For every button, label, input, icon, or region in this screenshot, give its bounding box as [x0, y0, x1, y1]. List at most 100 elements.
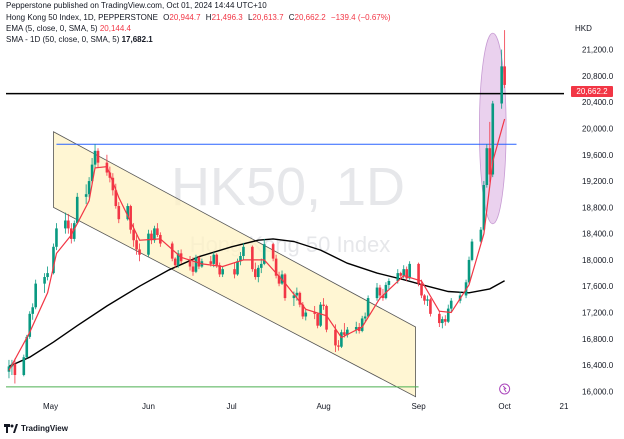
- candle-body: [322, 304, 325, 306]
- candle-body: [111, 177, 115, 191]
- candle-body: [43, 277, 46, 284]
- currency-label: HKD: [575, 24, 592, 33]
- y-tick-label: 20,000.0: [582, 124, 614, 133]
- candle-body: [301, 304, 305, 317]
- candle-body: [396, 273, 400, 281]
- candle-body: [387, 280, 391, 285]
- candle-body: [22, 357, 26, 375]
- candle-body: [176, 253, 180, 266]
- candle-body: [96, 150, 100, 163]
- sma-label: SMA - 1D (50, close, 0, SMA, 5): [6, 35, 120, 44]
- candle-body: [13, 363, 17, 375]
- candle-body: [55, 228, 58, 247]
- candle-body: [405, 269, 408, 279]
- candle-body: [298, 292, 302, 305]
- candle-body: [319, 304, 322, 326]
- candle-body: [363, 316, 367, 319]
- candle-body: [69, 228, 73, 239]
- candle-body: [426, 299, 429, 301]
- lightning-icon: [502, 385, 507, 393]
- candle-body: [277, 275, 281, 284]
- y-tick-label: 16,400.0: [582, 361, 614, 370]
- candle-body: [381, 295, 385, 299]
- candle-body: [90, 164, 94, 182]
- tradingview-footer: TradingView: [4, 424, 68, 433]
- candle-body: [173, 258, 177, 266]
- candle-body: [470, 241, 474, 260]
- candle-body: [262, 244, 266, 264]
- x-tick-label: Aug: [316, 402, 330, 411]
- ema-label: EMA (5, close, 0, SMA, 5): [6, 24, 98, 33]
- brand-name: TradingView: [21, 424, 68, 433]
- y-tick-label: 19,200.0: [582, 177, 614, 186]
- y-tick-label: 17,600.0: [582, 282, 614, 291]
- candle-body: [360, 318, 364, 331]
- y-tick-label: 18,800.0: [582, 203, 614, 212]
- candle-body: [274, 258, 278, 276]
- candle-body: [117, 206, 121, 220]
- candle-body: [378, 287, 382, 296]
- candle-body: [346, 329, 349, 335]
- candle-body: [325, 305, 328, 330]
- x-tick-label: Oct: [498, 402, 511, 411]
- high-label: H: [205, 13, 212, 22]
- candle-body: [482, 185, 486, 230]
- candle-body: [236, 261, 239, 275]
- candle-body: [295, 292, 299, 296]
- candle-body: [479, 229, 483, 242]
- publish-header: Pepperstone published on TradingView.com…: [0, 0, 624, 11]
- change-value: −139.4 (−0.67%): [330, 13, 391, 22]
- candle-body: [64, 220, 67, 229]
- candle-body: [233, 269, 236, 275]
- candle-body: [93, 150, 97, 165]
- y-tick-label: 21,200.0: [582, 46, 614, 55]
- x-tick-label: Jun: [142, 402, 155, 411]
- candle-body: [191, 266, 195, 272]
- candle-body: [408, 263, 411, 279]
- candle-body: [441, 319, 444, 324]
- tradingview-logo-icon: [4, 424, 18, 433]
- y-tick-label: 17,200.0: [582, 309, 614, 318]
- candle-body: [467, 259, 471, 283]
- candle-body: [313, 312, 316, 314]
- sma50-line: [8, 238, 505, 368]
- close-label: C: [288, 13, 295, 22]
- candle-body: [449, 300, 453, 309]
- candle-body: [126, 206, 129, 220]
- candle-body: [292, 295, 296, 299]
- candle-body: [87, 181, 91, 195]
- candle-body: [316, 313, 319, 326]
- candle-body: [194, 257, 198, 272]
- candle-body: [67, 220, 70, 229]
- candle-body: [221, 269, 224, 275]
- candle-body: [283, 274, 287, 299]
- y-tick-label: 19,600.0: [582, 151, 614, 160]
- candle-body: [153, 228, 156, 241]
- y-tick-label: 16,800.0: [582, 335, 614, 344]
- candle-body: [402, 269, 406, 276]
- y-tick-label: 20,800.0: [582, 72, 614, 81]
- watermark-symbol: HK50, 1D: [171, 157, 405, 217]
- candle-body: [114, 190, 118, 207]
- x-tick-label: 21: [560, 402, 569, 411]
- low-label: L: [247, 13, 253, 22]
- close-value: 20,662.2: [294, 13, 326, 22]
- candle-body: [129, 206, 132, 230]
- candle-body: [170, 243, 174, 259]
- sma-value: 17,682.1: [121, 35, 153, 44]
- candle-body: [251, 246, 254, 270]
- candle-body: [334, 329, 337, 346]
- candle-body: [28, 313, 32, 337]
- open-label: O: [163, 13, 170, 22]
- symbol-legend: Hong Kong 50 Index, 1D, PEPPERSTONE O20,…: [6, 13, 391, 22]
- y-tick-label: 20,400.0: [582, 98, 614, 107]
- attribution-text: Pepperstone published on TradingView.com…: [6, 1, 267, 10]
- y-tick-label: 16,000.0: [582, 387, 614, 396]
- candle-body: [138, 249, 141, 255]
- candle-body: [343, 332, 346, 335]
- candle-body: [150, 233, 153, 241]
- candle-body: [420, 283, 423, 296]
- y-tick-label: 18,000.0: [582, 256, 614, 265]
- candle-body: [7, 366, 11, 372]
